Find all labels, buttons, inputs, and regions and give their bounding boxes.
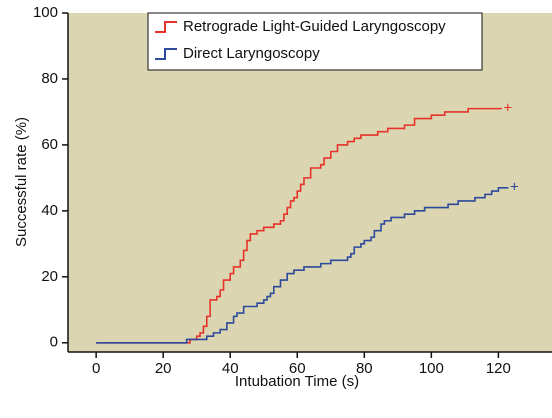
x-tick-label: 60	[289, 360, 306, 377]
legend-label: Retrograde Light-Guided Laryngoscopy	[183, 18, 446, 35]
x-tick-label: 120	[486, 360, 511, 377]
legend-box	[147, 12, 483, 71]
censor-marker: +	[510, 179, 519, 196]
x-tick-label: 80	[356, 360, 373, 377]
y-tick-label: 20	[41, 268, 58, 285]
x-tick-label: 40	[222, 360, 239, 377]
x-axis-label: Intubation Time (s)	[235, 373, 359, 390]
x-tick-label: 20	[155, 360, 172, 377]
legend-label: Direct Laryngoscopy	[183, 45, 320, 62]
step-line	[96, 107, 502, 344]
x-tick-label: 0	[92, 360, 100, 377]
censor-marker: +	[503, 100, 512, 117]
legend-swatch	[155, 21, 177, 33]
y-tick-label: 40	[41, 202, 58, 219]
y-tick-label: 0	[50, 334, 58, 351]
y-axis-label: Successful rate (%)	[13, 117, 30, 247]
y-tick-label: 80	[41, 70, 58, 87]
y-tick-label: 100	[33, 4, 58, 21]
step-line	[96, 186, 509, 344]
x-tick-label: 100	[419, 360, 444, 377]
y-tick-label: 60	[41, 136, 58, 153]
legend-swatch	[155, 48, 177, 60]
